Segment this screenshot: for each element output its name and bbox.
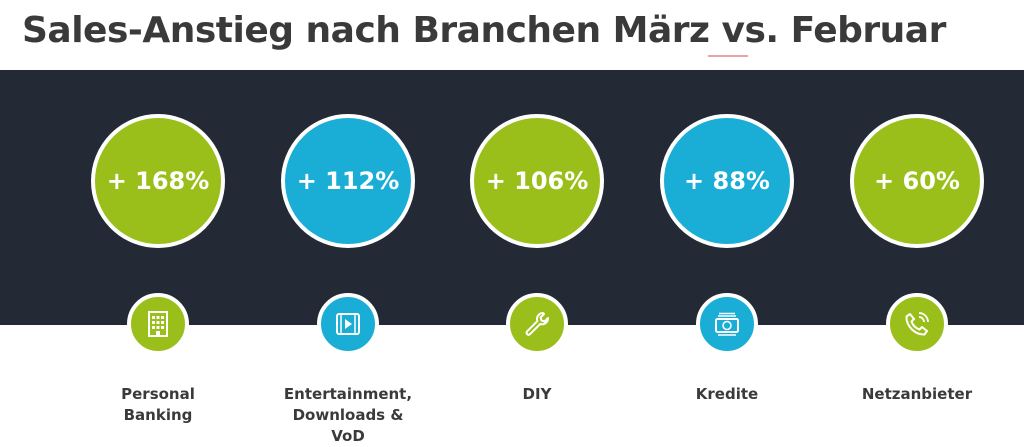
percentage-circle: + 168% [91,114,225,248]
label-line: DIY [522,385,552,403]
title-underline-decoration [708,55,748,57]
industry-label: Entertainment, Downloads & VoD [263,384,433,447]
percentage-value: + 88% [684,167,770,195]
page-title: Sales-Anstieg nach Branchen März vs. Feb… [22,10,946,51]
label-line: Downloads & [292,406,404,424]
industry-label: Netzanbieter [832,384,1002,405]
icon-badge [317,293,379,355]
icon-badge [696,293,758,355]
industry-column-kredite: + 88% Kredite [642,0,812,446]
money-bills-icon [715,312,739,336]
icon-badge [127,293,189,355]
industry-label: Personal Banking [73,384,243,426]
percentage-circle: + 88% [660,114,794,248]
percentage-value: + 112% [296,167,400,195]
percentage-value: + 60% [874,167,960,195]
industry-label: Kredite [642,384,812,405]
phone-ringing-icon [905,312,929,336]
percentage-circle: + 112% [281,114,415,248]
label-line: Banking [123,406,193,424]
label-line: Entertainment, [283,385,413,403]
label-line: Personal [121,385,195,403]
icon-badge [506,293,568,355]
percentage-value: + 106% [485,167,589,195]
label-line: VoD [331,427,365,445]
industry-column-personal-banking: + 168% Personal Banking [73,0,243,446]
wrench-icon [525,312,549,336]
bank-building-icon [148,311,168,337]
label-line: Kredite [695,385,759,403]
percentage-circle: + 106% [470,114,604,248]
icon-badge [886,293,948,355]
industry-column-netzanbieter: + 60% Netzanbieter [832,0,1002,446]
film-play-icon [336,313,360,335]
percentage-circle: + 60% [850,114,984,248]
label-line: Netzanbieter [861,385,973,403]
industry-column-entertainment: + 112% Entertainment, Downloads & VoD [263,0,433,446]
percentage-value: + 168% [106,167,210,195]
industry-label: DIY [452,384,622,405]
industry-column-diy: + 106% DIY [452,0,622,446]
